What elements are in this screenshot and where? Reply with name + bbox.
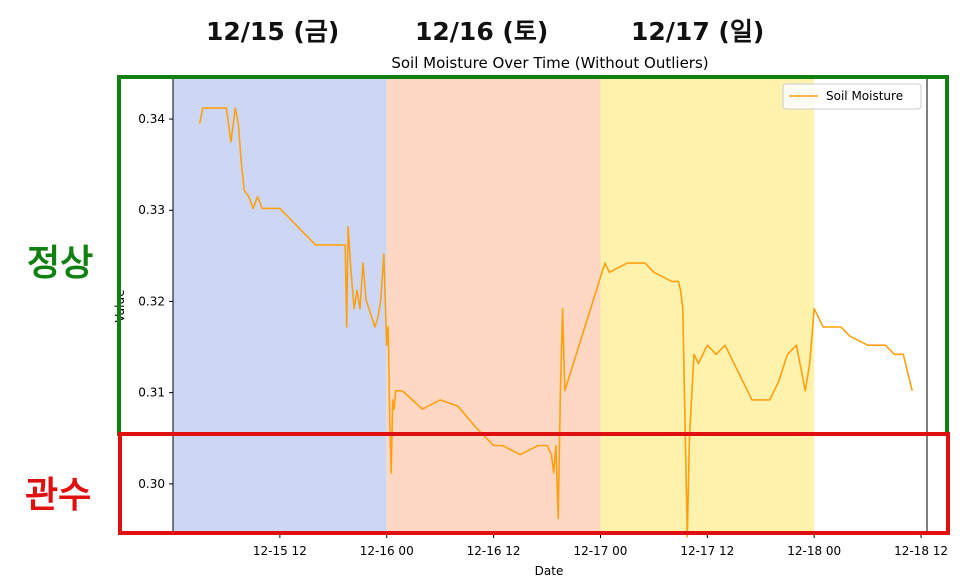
day-label-1215: 12/15 (금) [206,17,340,46]
day-label-1216: 12/16 (토) [415,17,549,46]
day-band-3 [600,78,815,534]
x-tick-label: 12-17 00 [573,544,627,558]
y-tick-label: 0.33 [138,203,165,217]
x-tick-label: 12-15 12 [253,544,307,558]
y-tick-label: 0.31 [138,386,165,400]
day-label-1217: 12/17 (일) [631,17,765,46]
y-ticks: 0.30 0.31 0.32 0.33 0.34 [138,112,173,491]
chart-title: Soil Moisture Over Time (Without Outlier… [391,54,708,72]
day-band-2 [386,78,601,534]
series-line-1 [198,107,913,538]
irrigation-label: 관수 [25,475,92,516]
normal-label: 정상 [27,243,94,284]
x-tick-label: 12-16 00 [360,544,414,558]
x-tick-label: 12-17 12 [680,544,734,558]
day-bands [173,78,815,534]
legend-entry: Soil Moisture [826,89,903,103]
x-axis-label: Date [535,564,564,578]
y-tick-label: 0.34 [138,112,165,126]
x-ticks: 12-15 12 12-16 00 12-16 12 12-17 00 12-17 12… [253,534,948,558]
day-band-1 [173,78,387,534]
y-tick-label: 0.30 [138,477,165,491]
legend: Soil Moisture [782,83,922,110]
x-tick-label: 12-18 00 [787,544,841,558]
irrigation-range-box [118,432,950,535]
x-tick-label: 12-16 12 [467,544,521,558]
y-tick-label: 0.32 [138,294,165,308]
x-tick-label: 12-18 12 [894,544,948,558]
series-lines [198,107,913,538]
legend-box [782,83,922,110]
